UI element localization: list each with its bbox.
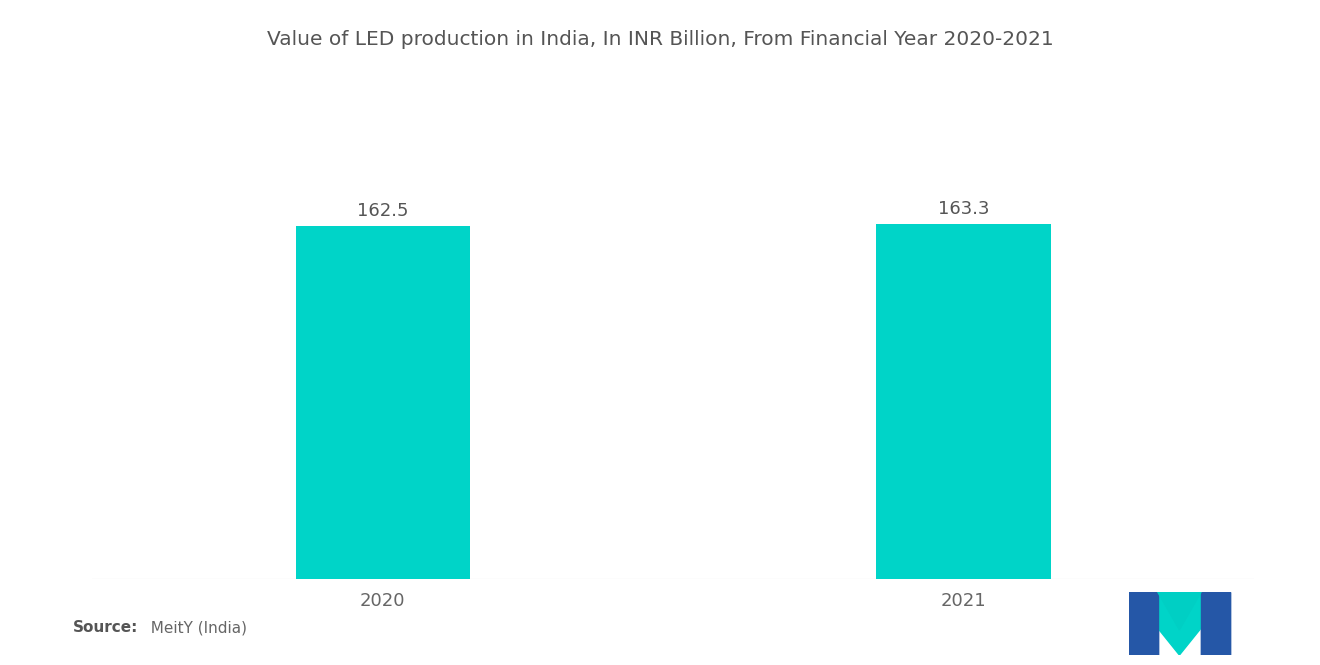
Text: Value of LED production in India, In INR Billion, From Financial Year 2020-2021: Value of LED production in India, In INR… bbox=[267, 30, 1053, 49]
Text: Source:: Source: bbox=[73, 620, 139, 635]
Bar bbox=[296, 226, 470, 579]
Bar bbox=[1201, 592, 1230, 655]
Text: 162.5: 162.5 bbox=[356, 201, 409, 219]
Polygon shape bbox=[1129, 592, 1230, 655]
Polygon shape bbox=[1158, 592, 1201, 630]
Text: MeitY (India): MeitY (India) bbox=[141, 620, 247, 635]
Bar bbox=[1201, 592, 1230, 655]
Text: 163.3: 163.3 bbox=[937, 200, 990, 218]
Bar bbox=[1129, 592, 1158, 655]
Bar bbox=[1129, 592, 1158, 655]
Bar bbox=[876, 224, 1051, 579]
